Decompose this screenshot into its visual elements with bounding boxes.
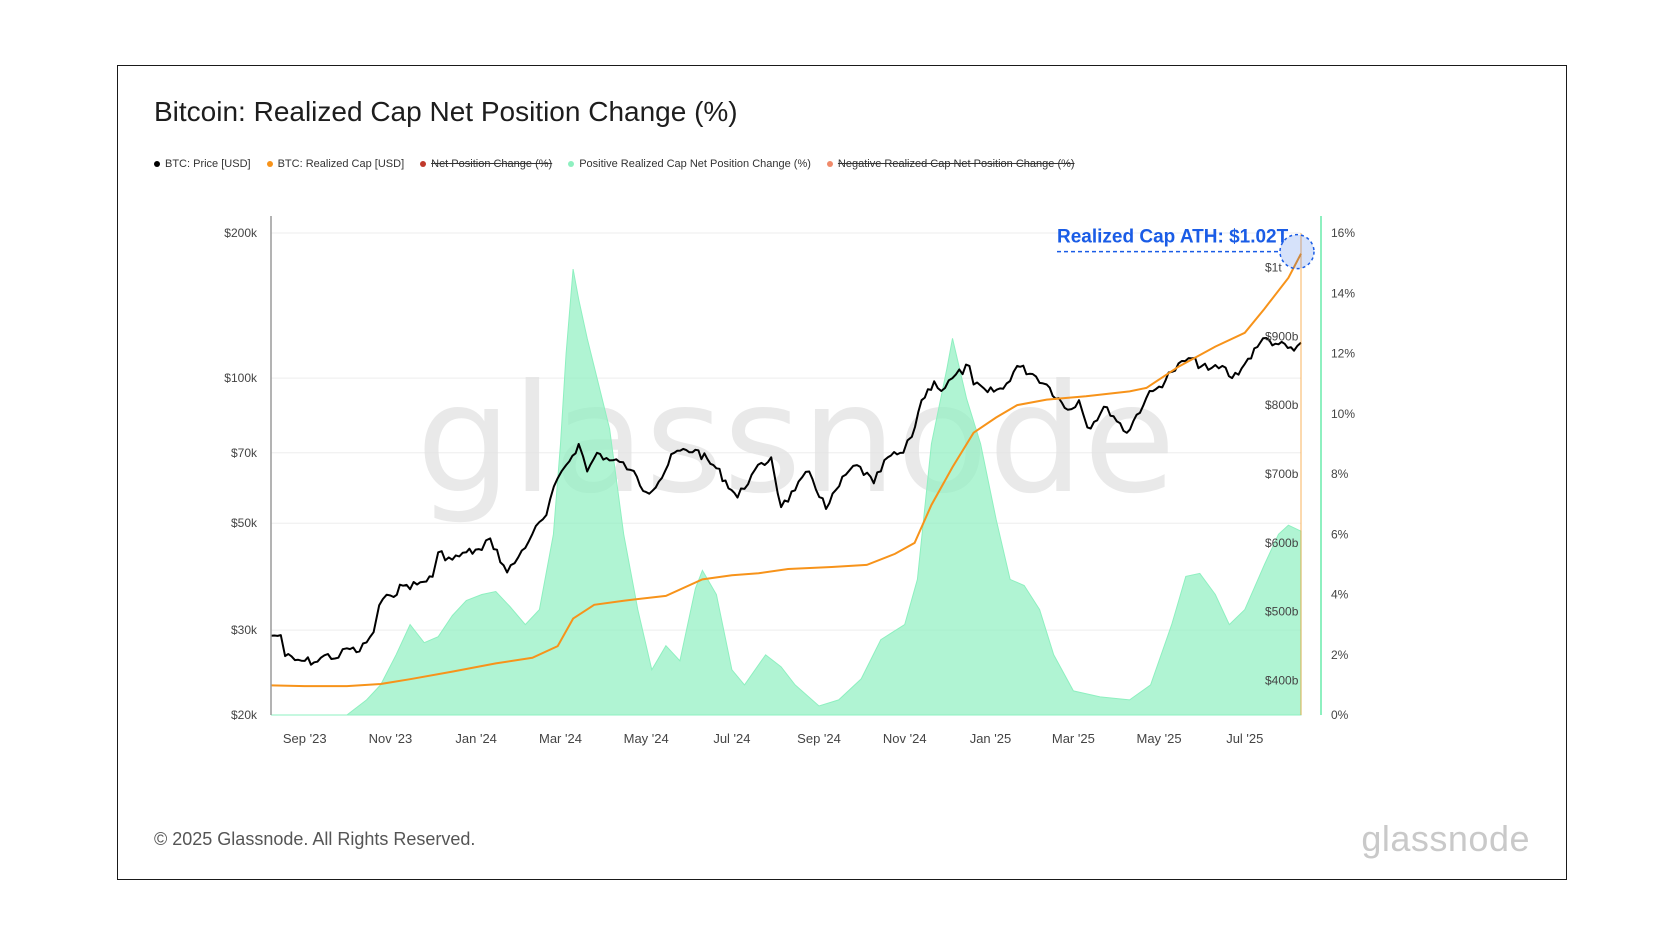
price-tick-label-3: $50k [231,516,258,530]
legend-item-1[interactable]: BTC: Realized Cap [USD] [266,158,405,170]
percent-tick-label-3: 10% [1331,407,1355,421]
legend-item-0[interactable]: BTC: Price [USD] [154,158,251,170]
percent-tick-label-8: 0% [1331,708,1349,722]
realized-cap-tick-label-6: $400b [1265,674,1299,688]
percent-tick-label-5: 6% [1331,527,1349,541]
x-tick-label-4: May '24 [624,731,669,746]
legend-dot-0 [154,161,160,167]
percent-tick-label-7: 2% [1331,648,1349,662]
price-tick-label-1: $100k [224,371,258,385]
annotation-text: Realized Cap ATH: $1.02T [1057,227,1289,248]
chart-frame: Bitcoin: Realized Cap Net Position Chang… [117,65,1567,880]
legend-label-1: BTC: Realized Cap [USD] [277,158,405,170]
price-tick-label-0: $200k [224,226,258,240]
legend-item-3[interactable]: Positive Realized Cap Net Position Chang… [568,158,811,170]
x-tick-label-9: Mar '25 [1052,731,1095,746]
x-tick-label-7: Nov '24 [883,731,927,746]
x-tick-label-0: Sep '23 [283,731,327,746]
chart-canvas: glassnode $200k $100k $70k $50k $30k $20k $1t $9… [224,216,1355,746]
x-tick-label-2: Jan '24 [455,731,497,746]
percent-tick-label-1: 14% [1331,286,1355,300]
legend-item-4[interactable]: Negative Realized Cap Net Position Chang… [826,158,1075,170]
chart-legend: BTC: Price [USD] BTC: Realized Cap [USD] N… [154,158,1075,170]
footer-logo: glassnode [1361,818,1530,859]
legend-item-2[interactable]: Net Position Change (%) [420,158,552,170]
legend-label-4: Negative Realized Cap Net Position Chang… [837,158,1075,170]
percent-tick-label-4: 8% [1331,467,1349,481]
footer-copyright: © 2025 Glassnode. All Rights Reserved. [154,829,476,849]
x-tick-label-10: May '25 [1137,731,1182,746]
realized-cap-tick-label-0: $1t [1265,260,1282,274]
legend-dot-4 [826,161,833,167]
legend-label-0: BTC: Price [USD] [165,158,251,170]
x-tick-label-11: Jul '25 [1226,731,1263,746]
realized-cap-tick-label-5: $500b [1265,605,1299,619]
percent-tick-label-0: 16% [1331,226,1355,240]
realized-cap-tick-label-1: $900b [1265,329,1299,343]
legend-label-2: Net Position Change (%) [431,158,553,170]
legend-label-3: Positive Realized Cap Net Position Chang… [579,158,811,170]
annotation-circle [1279,233,1315,270]
realized-cap-tick-label-4: $600b [1265,536,1299,550]
realized-cap-tick-label-2: $800b [1265,398,1299,412]
x-tick-label-6: Sep '24 [797,731,841,746]
x-tick-label-5: Jul '24 [713,731,750,746]
realized-cap-tick-label-3: $700b [1265,467,1299,481]
x-tick-label-8: Jan '25 [970,731,1012,746]
price-tick-label-4: $30k [231,623,258,637]
percent-tick-label-2: 12% [1331,347,1355,361]
realized-cap-line [270,253,1302,688]
legend-dot-1 [266,161,273,167]
x-tick-label-1: Nov '23 [369,731,413,746]
price-tick-label-5: $20k [231,708,258,722]
positive-net-position-area [271,269,1302,716]
chart-title: Bitcoin: Realized Cap Net Position Chang… [154,96,738,127]
price-tick-label-2: $70k [231,446,258,460]
watermark-text: glassnode [416,353,1175,527]
price-line [270,337,1302,666]
x-tick-label-3: Mar '24 [539,731,582,746]
percent-tick-label-6: 4% [1331,588,1349,602]
legend-dot-2 [420,161,427,167]
legend-dot-3 [568,161,575,167]
